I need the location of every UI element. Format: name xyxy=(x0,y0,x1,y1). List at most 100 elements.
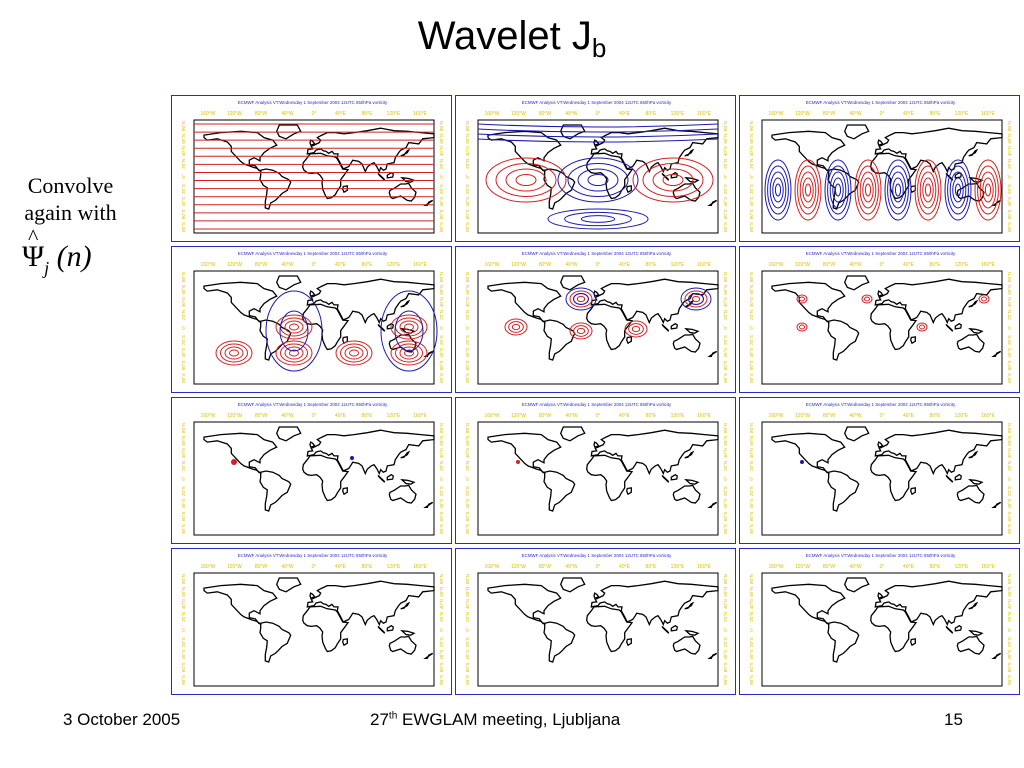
lat-label: 60°N xyxy=(181,587,186,597)
wavelet-panel-r1-c2: ECMWF Analysis VT:Wednesday 1 September … xyxy=(455,95,736,242)
coastline-4 xyxy=(302,303,350,351)
lat-label: 60°S xyxy=(1007,662,1012,672)
map-frame xyxy=(761,119,1003,234)
wavelet-panel-r1-c1: ECMWF Analysis VT:Wednesday 1 September … xyxy=(171,95,452,242)
coastline-0 xyxy=(771,432,846,475)
standing-wave-cell-ring xyxy=(949,171,967,209)
lat-label: 80°S xyxy=(181,222,186,232)
lon-label: 160°E xyxy=(697,262,711,268)
lon-label: 0° xyxy=(880,262,885,268)
lat-label: 20°N xyxy=(1007,310,1012,320)
lat-label: 80°S xyxy=(439,222,444,232)
standing-wave-cell-ring xyxy=(834,183,842,197)
panel-header: ECMWF Analysis VT:Wednesday 1 September … xyxy=(522,251,672,256)
coastline-0 xyxy=(487,281,562,324)
lon-label: 120°W xyxy=(795,111,810,117)
lat-label: 80°S xyxy=(723,675,728,685)
lon-label: 120°W xyxy=(795,262,810,268)
lon-label: 0° xyxy=(880,413,885,419)
vortex-cell-ring xyxy=(399,346,419,360)
vortex-envelope-ring xyxy=(279,310,309,352)
lat-label: 20°N xyxy=(1007,612,1012,622)
lat-label: 40°S xyxy=(181,650,186,660)
wavelet-panel-r2-c1: ECMWF Analysis VT:Wednesday 1 September … xyxy=(171,246,452,393)
standing-wave-cell-ring xyxy=(769,171,787,209)
coastline-6 xyxy=(910,638,916,647)
standing-wave-cell-ring xyxy=(982,177,994,203)
lat-label: 80°N xyxy=(439,121,444,131)
lat-label: 40°S xyxy=(465,197,470,207)
lat-label: 80°S xyxy=(439,675,444,685)
coastline-7 xyxy=(968,299,979,308)
lon-label: 80°E xyxy=(930,413,942,419)
lat-label: 40°N xyxy=(465,599,470,609)
panel-header: ECMWF Analysis VT:Wednesday 1 September … xyxy=(522,100,672,105)
vortex-envelope-ring xyxy=(265,290,323,372)
lat-label: 20°S xyxy=(439,637,444,647)
vortex-cell-ring xyxy=(229,349,239,357)
lat-label: 80°S xyxy=(749,222,754,232)
coastline-7 xyxy=(968,450,979,459)
lat-label: 0° xyxy=(439,174,444,179)
lat-label: 60°S xyxy=(439,360,444,370)
wave-cell-ring xyxy=(557,157,639,203)
vorticity-contours xyxy=(477,123,719,230)
lon-label: 0° xyxy=(312,262,317,268)
coastline-12 xyxy=(707,350,718,358)
standing-wave-cell-ring xyxy=(767,165,789,215)
wavelet-panel-r3-c2: ECMWF Analysis VT:Wednesday 1 September … xyxy=(455,397,736,544)
lat-label: 0° xyxy=(1007,174,1012,179)
vorticity-contours xyxy=(764,159,1002,221)
wavelet-panel-r2-c2: ECMWF Analysis VT:Wednesday 1 September … xyxy=(455,246,736,393)
lat-label: 40°N xyxy=(465,146,470,156)
coastline-8 xyxy=(877,139,884,146)
lon-label: 160°W xyxy=(200,111,215,117)
lat-label: 80°N xyxy=(465,121,470,131)
vortex-cell-ring xyxy=(511,323,521,331)
lat-label: 0° xyxy=(749,325,754,330)
coastline-8 xyxy=(309,441,316,448)
standing-wave-cell-ring xyxy=(772,177,784,203)
lat-label: 20°N xyxy=(749,461,754,471)
lon-label: 80°E xyxy=(646,262,658,268)
coastline-0 xyxy=(771,130,846,173)
lat-label: 60°S xyxy=(181,209,186,219)
lat-label: 20°N xyxy=(181,461,186,471)
coastline-0 xyxy=(771,281,846,324)
lon-label: 40°W xyxy=(281,262,294,268)
lat-label: 20°N xyxy=(465,159,470,169)
lon-label: 40°W xyxy=(849,262,862,268)
coastline-3 xyxy=(590,580,719,627)
lon-label: 40°W xyxy=(281,111,294,117)
lat-label: 60°N xyxy=(749,436,754,446)
southern-cell-ring xyxy=(547,208,649,230)
lat-label: 0° xyxy=(723,627,728,632)
lat-label: 0° xyxy=(749,476,754,481)
lat-label: 60°S xyxy=(749,662,754,672)
lat-label: 40°N xyxy=(439,448,444,458)
southern-cell-ring xyxy=(580,215,616,223)
lat-label: 80°S xyxy=(1007,222,1012,232)
standing-wave-cell-ring xyxy=(804,183,812,197)
lat-label: 40°S xyxy=(723,348,728,358)
footer-meeting: 27th EWGLAM meeting, Ljubljana xyxy=(370,710,621,729)
standing-wave-cell-ring xyxy=(802,177,814,203)
standing-wave-cell-ring xyxy=(947,165,969,215)
lon-label: 120°E xyxy=(387,111,401,117)
lat-label: 80°N xyxy=(749,272,754,282)
lat-label: 40°S xyxy=(723,197,728,207)
lat-label: 60°S xyxy=(439,511,444,521)
coastline-1 xyxy=(843,124,870,140)
standing-wave-cell-ring xyxy=(859,171,877,209)
lat-label: 40°S xyxy=(181,197,186,207)
coastline-3 xyxy=(306,429,435,476)
lon-label: 80°E xyxy=(930,564,942,570)
coastline-0 xyxy=(771,583,846,626)
coastline-9 xyxy=(377,323,386,332)
lat-label: 40°S xyxy=(1007,348,1012,358)
lat-label: 20°S xyxy=(749,184,754,194)
vorticity-contours xyxy=(231,456,354,465)
standing-wave-cell-ring xyxy=(862,177,874,203)
vortex-envelope-ring xyxy=(380,290,438,372)
lon-label: 120°E xyxy=(671,413,685,419)
